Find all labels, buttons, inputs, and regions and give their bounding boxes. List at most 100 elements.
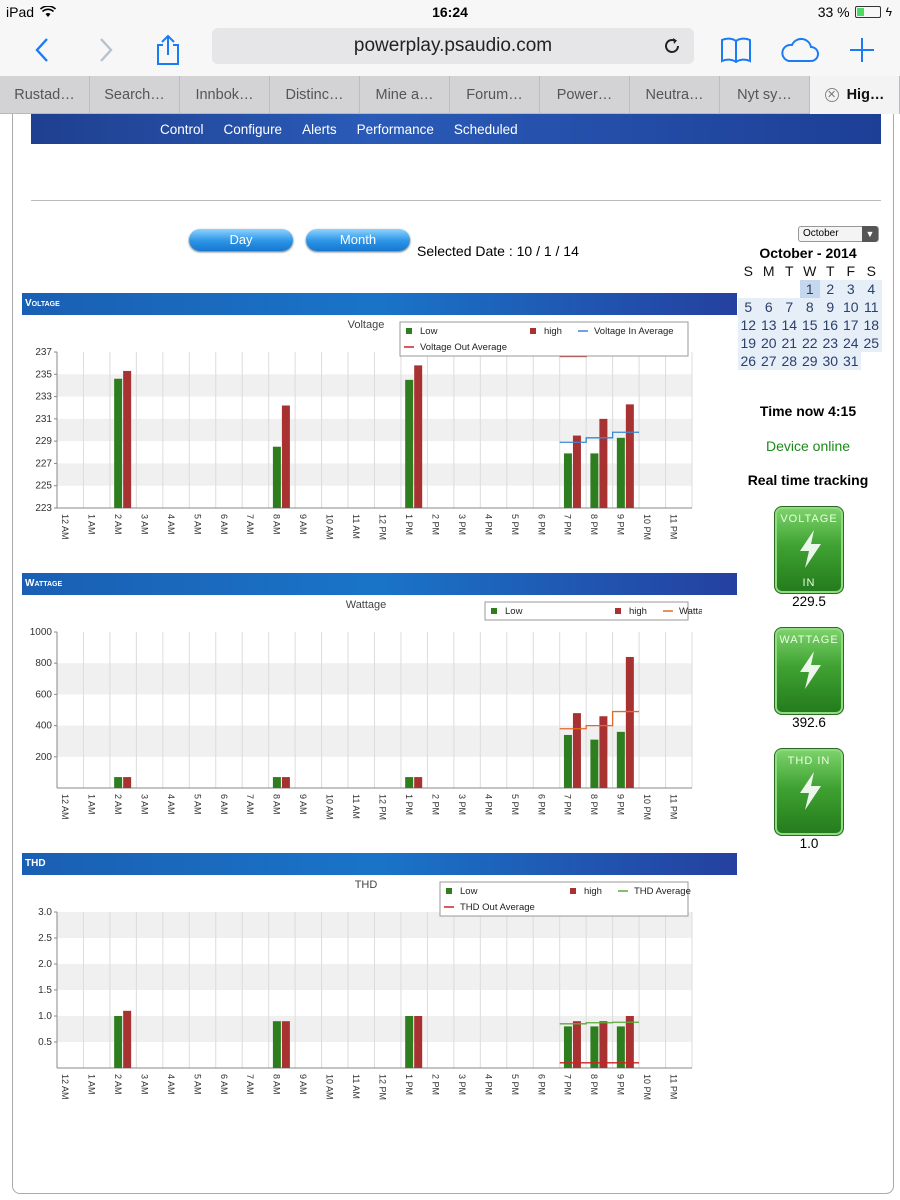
thd-in-gauge[interactable]: THD IN (774, 748, 844, 836)
x-tick-label: 3 PM (457, 1074, 467, 1095)
bar-low (114, 378, 123, 508)
calendar-day[interactable]: 31 (840, 352, 861, 370)
x-tick-label: 11 AM (351, 794, 361, 819)
x-tick-label: 8 PM (589, 794, 599, 815)
legend-label: Low (505, 606, 523, 617)
calendar-day[interactable]: 2 (820, 280, 841, 298)
new-tab-button[interactable] (842, 30, 882, 70)
nav-configure[interactable]: Configure (223, 122, 283, 137)
bar-low (590, 1026, 599, 1068)
x-tick-label: 2 AM (113, 794, 123, 815)
nav-performance[interactable]: Performance (356, 122, 434, 137)
calendar-day[interactable]: 27 (758, 352, 779, 370)
clock: 16:24 (432, 4, 468, 20)
icloud-tabs-button[interactable] (780, 30, 820, 70)
calendar-day[interactable]: 18 (861, 316, 882, 334)
calendar-day[interactable]: 6 (758, 298, 779, 316)
calendar-day[interactable]: 7 (779, 298, 800, 316)
tab-active[interactable]: ✕ Hig… (810, 76, 900, 114)
tab-mine[interactable]: Mine a… (360, 76, 450, 114)
calendar-day[interactable]: 13 (758, 316, 779, 334)
calendar-day[interactable]: 1 (799, 280, 820, 298)
nav-control[interactable]: Control (160, 122, 204, 137)
thd-in-value: 1.0 (799, 836, 819, 851)
bar-high (572, 1021, 581, 1068)
month-button[interactable]: Month (306, 229, 410, 251)
x-tick-label: 3 AM (139, 514, 149, 535)
calendar-day[interactable]: 3 (840, 280, 861, 298)
bar-low (405, 777, 414, 788)
calendar-day[interactable]: 25 (861, 334, 882, 352)
weekday-label: S (866, 263, 876, 279)
book-icon (721, 37, 751, 63)
tab-nyt[interactable]: Nyt sy… (720, 76, 810, 114)
gauge-label: WATTAGE (779, 634, 839, 646)
bar-high (599, 418, 608, 508)
nav-alerts[interactable]: Alerts (302, 122, 337, 137)
legend-label: Voltage In Average (594, 326, 674, 337)
calendar-day[interactable]: 19 (738, 334, 759, 352)
calendar-title: October - 2014 (759, 245, 857, 261)
calendar-day[interactable]: 29 (799, 352, 820, 370)
calendar-day[interactable]: 22 (799, 334, 820, 352)
tab-search[interactable]: Search… (90, 76, 180, 114)
calendar-day[interactable]: 5 (738, 298, 759, 316)
calendar-day[interactable]: 14 (779, 316, 800, 334)
calendar-day[interactable]: 20 (758, 334, 779, 352)
tab-rustad[interactable]: Rustad… (0, 76, 90, 114)
x-tick-label: 11 PM (669, 514, 679, 539)
x-tick-label: 6 AM (219, 794, 229, 815)
gauge-label: VOLTAGE (780, 513, 838, 525)
bar-high (414, 365, 423, 508)
bar-low (590, 739, 599, 788)
voltage-in-gauge[interactable]: VOLTAGE IN (774, 506, 844, 594)
calendar-day[interactable]: 23 (820, 334, 841, 352)
calendar-week: 12 13 14 15 16 17 18 (738, 316, 882, 334)
x-tick-label: 2 PM (430, 1074, 440, 1095)
x-tick-label: 4 AM (166, 794, 176, 815)
calendar-day[interactable]: 16 (820, 316, 841, 334)
close-tab-icon[interactable]: ✕ (824, 88, 839, 102)
tab-distinc[interactable]: Distinc… (270, 76, 360, 114)
x-tick-label: 7 PM (563, 794, 573, 815)
calendar-day[interactable]: 28 (779, 352, 800, 370)
calendar-day[interactable]: 30 (820, 352, 841, 370)
bar-high (572, 713, 581, 788)
x-tick-label: 1 PM (404, 794, 414, 815)
calendar-day[interactable]: 8 (799, 298, 820, 316)
back-button[interactable] (22, 30, 62, 70)
tab-forum[interactable]: Forum… (450, 76, 540, 114)
reload-icon[interactable] (662, 36, 682, 56)
tab-bar: Rustad… Search… Innbok… Distinc… Mine a…… (0, 76, 900, 114)
calendar-day[interactable]: 24 (840, 334, 861, 352)
calendar-day[interactable]: 15 (799, 316, 820, 334)
day-button[interactable]: Day (189, 229, 293, 251)
x-tick-label: 10 PM (642, 514, 652, 540)
y-tick-label: 2.0 (38, 959, 52, 970)
calendar-day[interactable]: 4 (861, 280, 882, 298)
month-select[interactable]: October ▼ (798, 226, 879, 242)
nav-scheduled[interactable]: Scheduled (453, 122, 518, 137)
calendar-day[interactable]: 10 (840, 298, 861, 316)
calendar-day[interactable]: 12 (738, 316, 759, 334)
wattage-gauge[interactable]: WATTAGE (774, 627, 844, 715)
tab-power[interactable]: Power… (540, 76, 630, 114)
calendar-day[interactable]: 26 (738, 352, 759, 370)
address-bar[interactable]: powerplay.psaudio.com (212, 28, 694, 64)
section-title: Wattage (25, 578, 63, 589)
tab-neutra[interactable]: Neutra… (630, 76, 720, 114)
share-button[interactable] (148, 30, 188, 70)
x-tick-label: 5 AM (192, 1074, 202, 1095)
y-tick-label: 223 (35, 503, 52, 514)
calendar-day[interactable]: 17 (840, 316, 861, 334)
device-name: iPad (6, 4, 35, 20)
calendar-day[interactable]: 11 (861, 298, 882, 316)
calendar-empty-cell (738, 280, 759, 298)
forward-button[interactable] (86, 30, 126, 70)
calendar-day[interactable]: 21 (779, 334, 800, 352)
calendar-day[interactable]: 9 (820, 298, 841, 316)
x-tick-label: 5 PM (510, 1074, 520, 1095)
tab-innbok[interactable]: Innbok… (180, 76, 270, 114)
bookmarks-button[interactable] (716, 30, 756, 70)
y-tick-label: 1000 (30, 627, 53, 638)
